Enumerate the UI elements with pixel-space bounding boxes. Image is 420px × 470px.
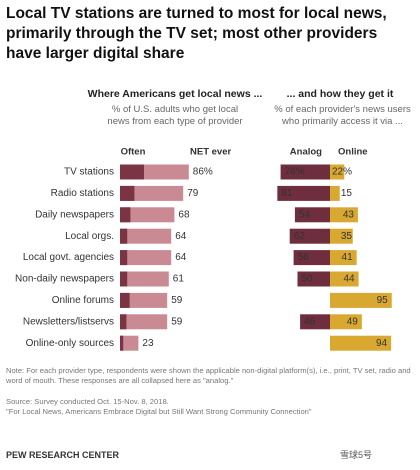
bar [120,335,124,351]
bar [120,207,131,223]
bar [120,314,168,330]
panel-subtitle: % of each provider's news users who prim… [274,104,411,127]
value-label: 68 [178,209,190,220]
value-label: 54 [299,209,311,220]
legend-label: Often [121,147,146,158]
value-label: 59 [171,295,183,306]
category-label: Newsletters/listservs [23,316,114,327]
value-label: 41 [342,252,354,263]
bar [289,228,330,244]
legend-label: Analog [290,147,322,158]
category-label: Local orgs. [65,231,114,242]
value-label: 15 [341,188,353,199]
value-label: 44 [343,274,355,285]
value-label: 50 [302,274,314,285]
legend-label: NET ever [190,147,231,158]
value-label: 22% [332,167,352,178]
bar [120,250,172,266]
watermark: 雪球5号 [340,450,373,460]
bar [297,271,330,287]
bar [120,314,127,330]
value-label: 64 [175,231,187,242]
panel-title: Where Americans get local news ... [87,88,263,100]
title: Local TV stations are turned to most for… [6,5,387,62]
bar [120,292,168,308]
category-label: Online forums [52,295,114,306]
category-label: Online-only sources [26,338,114,349]
bar [120,335,139,351]
bar [277,185,330,201]
bar [330,207,358,223]
bar [330,335,392,351]
value-label: 35 [341,231,353,242]
bar [293,250,330,266]
value-label: 81 [281,188,293,199]
bar [294,207,330,223]
bar [300,314,330,330]
bar [330,185,340,201]
bar [330,314,362,330]
bar [330,250,357,266]
note: Note: For each provider type, respondent… [6,366,411,385]
value-label: 94 [376,338,388,349]
category-label: Daily newspapers [35,209,114,220]
category-label: TV stations [64,167,114,178]
value-label: 64 [175,252,187,263]
category-label: Local govt. agencies [23,252,114,263]
bar [120,250,128,266]
panel-subtitle: % of U.S. adults who get local news from… [107,104,243,127]
category-label: Non-daily newspapers [15,274,114,285]
bar [120,271,169,287]
bar [330,292,392,308]
value-label: 86% [193,167,213,178]
bar [120,228,172,244]
value-label: 79 [187,188,199,199]
value-label: 56 [298,252,310,263]
bar [330,271,359,287]
bar [120,228,128,244]
value-label: 46 [304,316,316,327]
value-label: 61 [173,274,185,285]
bar [120,185,135,201]
value-label: 43 [343,209,355,220]
value-label: 76% [285,167,305,178]
footer: PEW RESEARCH CENTER [6,450,120,460]
bar [120,271,128,287]
bar [330,228,353,244]
value-label: 95 [377,295,389,306]
citation: "For Local News, Americans Embrace Digit… [6,407,312,416]
source: Source: Survey conducted Oct. 15-Nov. 8,… [6,397,169,406]
value-label: 49 [347,316,359,327]
bar [120,292,130,308]
bar [280,164,330,180]
panel-title: ... and how they get it [286,88,394,100]
value-label: 23 [142,338,154,349]
bar [120,207,175,223]
bar [330,164,345,180]
bar [120,185,184,201]
category-label: Radio stations [51,188,114,199]
legend-label: Online [338,147,368,158]
value-label: 59 [171,316,183,327]
bar [120,164,144,180]
value-label: 62 [294,231,306,242]
